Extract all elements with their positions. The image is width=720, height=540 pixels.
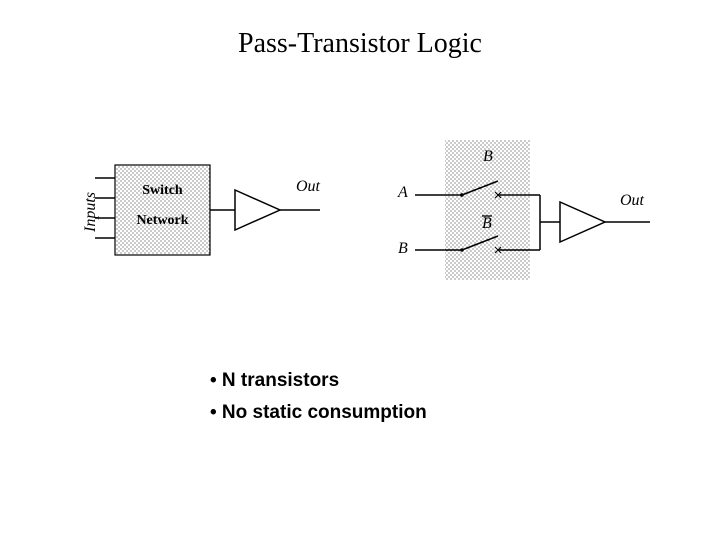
node-dot-icon <box>460 193 464 197</box>
right-diagram <box>415 140 650 280</box>
diagram-canvas <box>0 0 720 540</box>
buffer-icon <box>235 190 280 230</box>
node-dot-icon <box>460 248 464 252</box>
switch-network-box <box>115 165 210 255</box>
control-label-Bbar: B <box>482 215 492 233</box>
input-label-B: B <box>398 240 408 258</box>
inputs-label: Inputs <box>82 192 100 232</box>
buffer-icon <box>560 202 605 242</box>
out-label-right: Out <box>620 192 644 210</box>
bullet-item: • N transistors <box>210 370 427 392</box>
bullet-list: • N transistors • No static consumption <box>210 370 427 434</box>
control-label-B-top: B <box>483 148 493 166</box>
input-label-A: A <box>398 184 408 202</box>
switch-network-label-2: Network <box>115 213 210 229</box>
switch-network-label-1: Switch <box>115 183 210 199</box>
bullet-item: • No static consumption <box>210 402 427 424</box>
left-diagram <box>95 165 320 255</box>
out-label-left: Out <box>296 178 320 196</box>
